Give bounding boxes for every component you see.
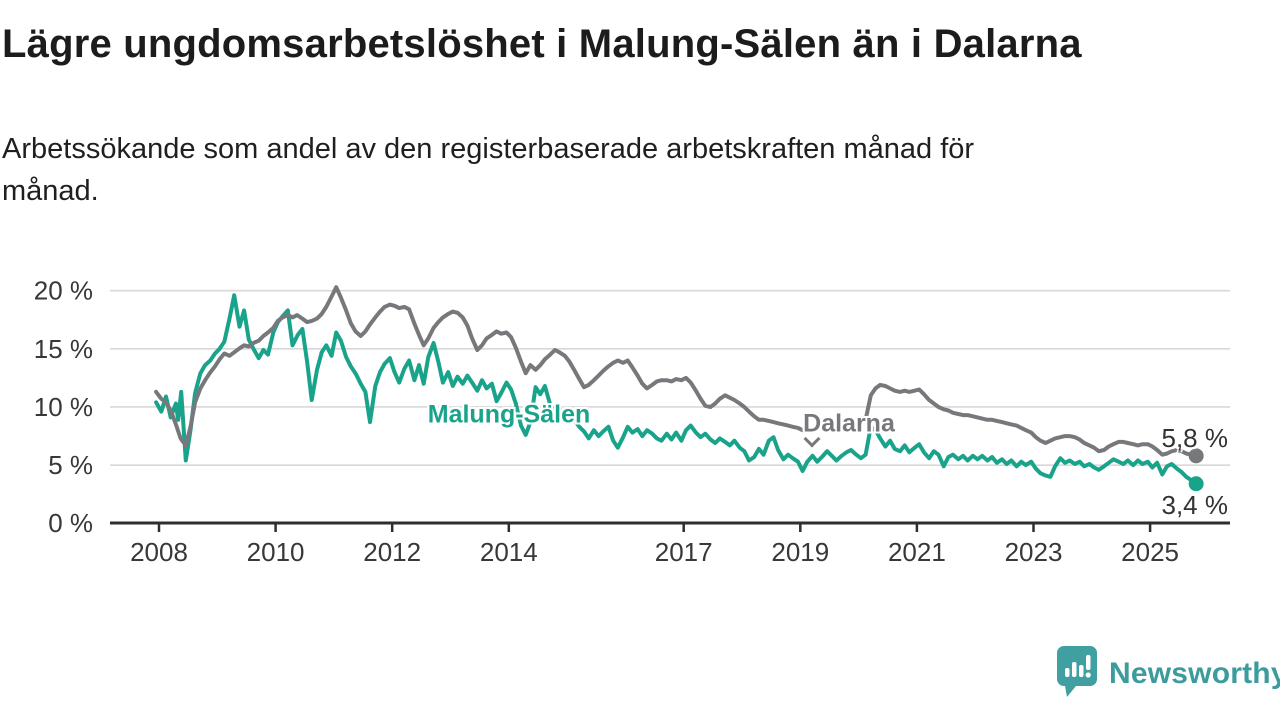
logo-exclamation-dot (1085, 672, 1091, 678)
logo-bar-1 (1065, 668, 1070, 677)
chart-subtitle-line-1: Arbetssökande som andel av den registerb… (2, 133, 975, 165)
end-value-dalarna: 5,8 % (1161, 423, 1229, 453)
chart-subtitle-line-2: månad. (2, 175, 99, 208)
y-axis-label: 10 % (34, 392, 93, 422)
y-axis-label: 20 % (34, 276, 93, 306)
series-label-malung-salen: Malung-Sälen (427, 400, 591, 429)
y-axis-label: 0 % (48, 508, 93, 538)
y-axis-label: 15 % (34, 334, 93, 364)
x-axis-label: 2023 (1005, 537, 1063, 567)
series-label-dalarna: Dalarna (803, 409, 895, 438)
x-axis-label: 2021 (888, 537, 946, 567)
x-axis-label: 2025 (1121, 537, 1179, 567)
newsworthy-logo: Newsworthy (1056, 645, 1280, 699)
logo-bar-3 (1079, 665, 1084, 677)
chart-subtitle: Arbetssökande som andel av den registerb… (2, 128, 1187, 212)
x-axis-label: 2019 (771, 537, 829, 567)
x-axis-label: 2012 (363, 537, 421, 567)
series-line-malung-s-len (154, 293, 1199, 486)
series-line-dalarna (154, 285, 1199, 458)
newsworthy-logo-text: Newsworthy (1109, 657, 1280, 690)
x-axis-label: 2014 (480, 537, 538, 567)
x-axis-label: 2017 (655, 537, 713, 567)
x-axis-label: 2008 (130, 537, 188, 567)
logo-exclamation-bar (1086, 655, 1091, 670)
logo-bar-2 (1072, 662, 1077, 677)
series-end-dot-malung-s-len (1188, 476, 1204, 492)
series-end-dot-dalarna (1188, 448, 1204, 464)
newsworthy-logo-icon (1057, 646, 1097, 697)
page-title: Lägre ungdomsarbetslöshet i Malung-Sälen… (2, 22, 1082, 66)
end-value-malung-salen: 3,4 % (1161, 490, 1229, 520)
y-axis-label: 5 % (48, 450, 93, 480)
x-axis-label: 2010 (247, 537, 305, 567)
